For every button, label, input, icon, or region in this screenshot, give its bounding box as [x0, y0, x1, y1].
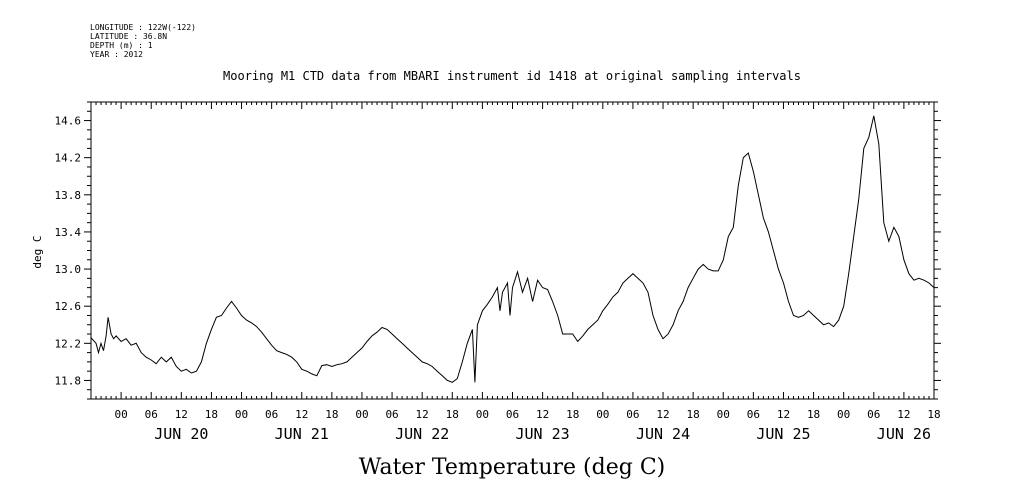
- x-hour-label: 00: [114, 408, 127, 421]
- y-tick-label: 13.8: [55, 189, 82, 202]
- longitude-label: LONGITUDE : 122W(-122): [90, 23, 196, 32]
- x-hour-label: 00: [355, 408, 368, 421]
- x-day-label: JUN 26: [877, 425, 931, 443]
- x-hour-label: 12: [777, 408, 790, 421]
- y-tick-label: 13.0: [55, 263, 82, 276]
- y-axis-label: deg C: [31, 235, 44, 268]
- x-day-label: JUN 24: [636, 425, 690, 443]
- x-hour-label: 18: [687, 408, 700, 421]
- x-hour-label: 12: [536, 408, 549, 421]
- x-hour-label: 06: [626, 408, 639, 421]
- x-hour-label: 12: [295, 408, 308, 421]
- y-tick-label: 14.2: [55, 152, 82, 165]
- x-axis-title: Water Temperature (deg C): [359, 455, 666, 480]
- x-hour-label: 06: [747, 408, 760, 421]
- x-hour-label: 06: [385, 408, 398, 421]
- x-hour-label: 18: [566, 408, 579, 421]
- year-label: YEAR : 2012: [90, 50, 143, 59]
- x-day-label: JUN 23: [516, 425, 570, 443]
- x-hour-label: 06: [506, 408, 519, 421]
- x-hour-label: 18: [807, 408, 820, 421]
- chart-title: Mooring M1 CTD data from MBARI instrumen…: [223, 69, 801, 83]
- x-hour-label: 00: [596, 408, 609, 421]
- x-hour-label: 00: [837, 408, 850, 421]
- depth-label: DEPTH (m) : 1: [90, 41, 153, 50]
- axis-labels: 11.8 12.2 12.6 13.0 13.4 13.8 14.2 14.6 00 06 12 18…: [55, 115, 941, 443]
- x-hour-label: 12: [656, 408, 669, 421]
- y-tick-label: 12.6: [55, 300, 82, 313]
- y-tick-label: 12.2: [55, 337, 82, 350]
- x-hour-label: 06: [867, 408, 880, 421]
- x-hour-label: 18: [446, 408, 459, 421]
- x-day-label: JUN 21: [275, 425, 329, 443]
- y-tick-label: 13.4: [55, 226, 82, 239]
- x-hour-label: 12: [416, 408, 429, 421]
- water-temperature-line: [90, 115, 935, 383]
- x-hour-label: 00: [476, 408, 489, 421]
- x-day-label: JUN 20: [154, 425, 208, 443]
- x-day-label: JUN 25: [756, 425, 810, 443]
- axis-ticks: [84, 101, 941, 400]
- x-day-label: JUN 22: [395, 425, 449, 443]
- x-hour-label: 06: [265, 408, 278, 421]
- latitude-label: LATITUDE : 36.8N: [90, 32, 167, 41]
- metadata-block: LONGITUDE : 122W(-122) LATITUDE : 36.8N …: [90, 23, 196, 59]
- x-hour-label: 18: [325, 408, 338, 421]
- y-tick-label: 11.8: [55, 374, 82, 387]
- x-hour-label: 18: [205, 408, 218, 421]
- x-hour-label: 00: [717, 408, 730, 421]
- y-tick-label: 14.6: [55, 115, 82, 128]
- x-hour-label: 18: [927, 408, 940, 421]
- x-hour-label: 06: [145, 408, 158, 421]
- x-hour-label: 00: [235, 408, 248, 421]
- x-hour-label: 12: [175, 408, 188, 421]
- x-hour-label: 12: [897, 408, 910, 421]
- plot-frame: [90, 101, 935, 400]
